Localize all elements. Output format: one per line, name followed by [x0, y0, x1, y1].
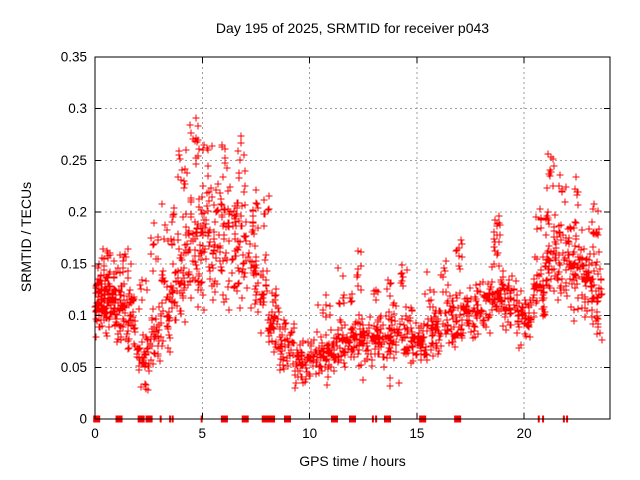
svg-text:20: 20: [517, 426, 532, 441]
svg-text:15: 15: [409, 426, 424, 441]
chart-title: Day 195 of 2025, SRMTID for receiver p04…: [215, 20, 490, 36]
svg-text:0.2: 0.2: [68, 205, 87, 220]
plot-border: [94, 56, 611, 420]
svg-text:0.15: 0.15: [61, 256, 87, 271]
svg-text:0.25: 0.25: [61, 153, 87, 168]
grid-lines: [95, 57, 610, 419]
x-tick-labels: 0 5 10 15 20: [91, 426, 531, 441]
y-axis-label: SRMTID / TECUs: [18, 181, 34, 293]
svg-text:0.3: 0.3: [68, 101, 87, 116]
axis-ticks: [94, 56, 610, 420]
scatter-points: [91, 114, 606, 394]
svg-text:0.05: 0.05: [61, 360, 87, 375]
svg-text:10: 10: [302, 426, 317, 441]
svg-text:0: 0: [91, 426, 99, 441]
svg-text:0.1: 0.1: [68, 308, 87, 323]
svg-text:0.35: 0.35: [61, 50, 87, 65]
svg-text:5: 5: [199, 426, 207, 441]
x-axis-label: GPS time / hours: [299, 453, 406, 469]
svg-text:0: 0: [79, 412, 87, 427]
y-tick-labels: 0 0.05 0.1 0.15 0.2 0.25 0.3 0.35: [61, 50, 87, 427]
